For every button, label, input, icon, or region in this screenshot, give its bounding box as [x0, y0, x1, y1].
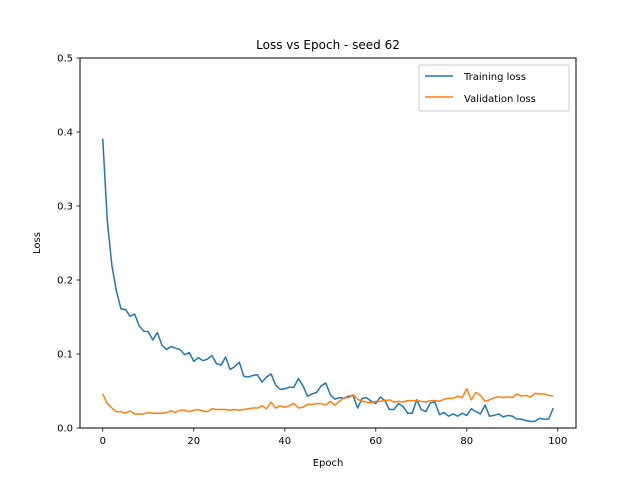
y-tick-label: 0.1 [57, 350, 73, 361]
legend-box [418, 64, 570, 112]
legend: Training loss Validation loss [418, 64, 570, 112]
y-tick-label: 0.2 [57, 276, 73, 287]
y-tick-label: 0.0 [57, 424, 73, 435]
y-tick-label: 0.5 [57, 54, 73, 65]
y-axis-label: Loss [32, 232, 43, 254]
series-line-validation-loss [102, 388, 554, 415]
x-tick-label: 20 [187, 436, 200, 447]
axes-frame [79, 57, 577, 429]
x-axis-label: Epoch [313, 458, 344, 469]
y-tick-label: 0.4 [57, 128, 73, 139]
y-tick-label: 0.3 [57, 202, 73, 213]
legend-label-validation-loss: Validation loss [464, 94, 536, 105]
legend-label-training-loss: Training loss [463, 72, 526, 83]
x-tick-label: 100 [548, 436, 567, 447]
x-tick-label: 40 [278, 436, 291, 447]
x-tick-label: 0 [100, 436, 106, 447]
x-tick-label: 80 [460, 436, 473, 447]
series-line-training-loss [102, 138, 554, 423]
chart-title: Loss vs Epoch - seed 62 [256, 38, 400, 52]
x-tick-label: 60 [369, 436, 382, 447]
